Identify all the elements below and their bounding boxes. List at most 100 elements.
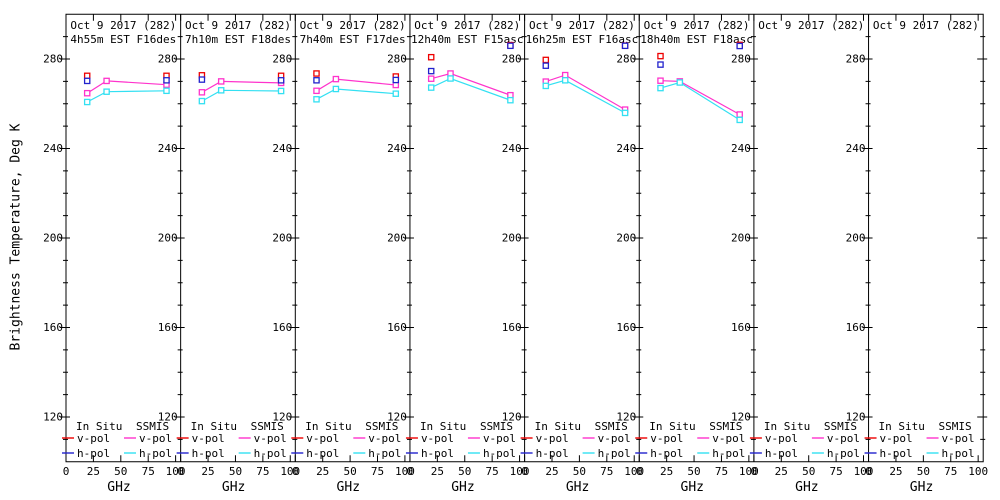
series-in-situ-h-pol	[198, 76, 285, 84]
series-line	[545, 74, 626, 111]
x-tick-label: 75	[944, 465, 957, 478]
legend-header-ssmis: SSMIS	[480, 420, 513, 433]
legend-label-insitu-vpol: v-pol	[77, 432, 110, 445]
x-tick-label: 100	[510, 465, 530, 478]
panel-4: 280 240 200 160 120 0 25 50 75 100 GHz Oct 9 2017 (…	[387, 14, 529, 495]
y-tick-label: 240	[272, 142, 292, 155]
data-point-marker	[427, 84, 435, 91]
panel-subtitle: 18h40m EST F18asc	[640, 33, 753, 46]
series-line	[660, 80, 740, 116]
x-tick-label: 100	[968, 465, 988, 478]
legend-label-ssmis-hpol: h-pol	[254, 447, 287, 460]
x-tick-label: 100	[166, 465, 186, 478]
y-tick-label: 120	[846, 411, 866, 424]
legend-label-insitu-hpol: h-pol	[765, 447, 798, 460]
legend-header-in-situ: In Situ	[649, 420, 695, 433]
x-tick-label: 25	[889, 465, 902, 478]
legend-header-ssmis: SSMIS	[136, 420, 169, 433]
y-tick-label: 280	[43, 53, 63, 66]
x-tick-label: 0	[63, 465, 70, 478]
y-tick-label: 120	[387, 411, 407, 424]
legend-label-ssmis-vpol: v-pol	[254, 432, 287, 445]
legend-label-ssmis-vpol: v-pol	[598, 432, 631, 445]
legend-label-insitu-vpol: v-pol	[650, 432, 683, 445]
x-axis-title: GHz	[910, 480, 933, 495]
x-tick-label: 75	[371, 465, 384, 478]
series-in-situ-h-pol	[427, 42, 514, 75]
legend-label-insitu-vpol: v-pol	[536, 432, 569, 445]
legend-label-insitu-vpol: v-pol	[880, 432, 913, 445]
y-tick-label: 160	[616, 321, 636, 334]
x-tick-label: 0	[865, 465, 872, 478]
x-tick-label: 25	[201, 465, 214, 478]
legend-label-ssmis-vpol: v-pol	[942, 432, 975, 445]
legend-label-insitu-hpol: h-pol	[192, 447, 225, 460]
x-tick-label: 100	[280, 465, 300, 478]
legend-label-ssmis-hpol: h-pol	[827, 447, 860, 460]
legend-label-insitu-vpol: v-pol	[306, 432, 339, 445]
data-point-marker	[198, 97, 206, 105]
legend-label-insitu-hpol: h-pol	[536, 447, 569, 460]
x-tick-label: 75	[486, 465, 499, 478]
x-tick-label: 100	[739, 465, 759, 478]
panel-title: Oct 9 2017 (282)	[529, 19, 635, 32]
legend-label-ssmis-hpol: h-pol	[598, 447, 631, 460]
panel-subtitle: 7h40m EST F17des	[300, 33, 406, 46]
series-ssmis-v-pol	[198, 78, 285, 96]
data-point-marker	[332, 75, 340, 83]
y-tick-label: 160	[272, 321, 292, 334]
panel-subtitle: 16h25m EST F16asc	[526, 33, 639, 46]
legend-label-ssmis-vpol: v-pol	[712, 432, 745, 445]
y-tick-label: 200	[272, 232, 292, 245]
panel-title: Oct 9 2017 (282)	[644, 19, 750, 32]
data-point-marker	[736, 42, 743, 50]
data-point-marker	[657, 52, 664, 60]
series-ssmis-h-pol	[657, 79, 743, 124]
panel-subtitle: 12h40m EST F15asc	[411, 33, 524, 46]
x-axis-title: GHz	[681, 480, 704, 495]
y-tick-label: 120	[502, 411, 522, 424]
panel-8: 280 240 200 160 120 0 25 50 75 100 GHz Oct 9 2017 (…	[846, 14, 988, 495]
y-tick-label: 120	[616, 411, 636, 424]
data-point-marker	[392, 76, 400, 84]
y-tick-label: 200	[502, 232, 522, 245]
x-tick-label: 25	[545, 465, 558, 478]
y-tick-label: 200	[387, 232, 407, 245]
series-line	[86, 90, 167, 103]
legend-header-in-situ: In Situ	[420, 420, 466, 433]
panel-subtitle: 7h10m EST F18des	[185, 33, 291, 46]
data-point-marker	[83, 89, 91, 97]
data-point-marker	[83, 72, 91, 80]
series-in-situ-v-pol	[313, 70, 400, 80]
series-ssmis-h-pol	[198, 87, 285, 105]
data-point-marker	[217, 87, 225, 94]
series-in-situ-v-pol	[83, 72, 170, 80]
data-point-marker	[657, 84, 664, 92]
data-point-marker	[621, 109, 629, 117]
data-point-marker	[392, 90, 400, 97]
y-tick-label: 200	[616, 232, 636, 245]
data-point-marker	[332, 85, 340, 93]
panel-3: 280 240 200 160 120 0 25 50 75 100 GHz Oct 9 2017 (…	[272, 14, 415, 495]
panel-7: 280 240 200 160 120 0 25 50 75 100 GHz Oct 9 2017 (…	[731, 14, 873, 495]
y-tick-label: 280	[158, 53, 178, 66]
y-tick-label: 240	[43, 142, 63, 155]
x-axis-title: GHz	[795, 480, 818, 495]
data-point-marker	[163, 77, 170, 84]
series-line	[201, 89, 282, 102]
data-point-marker	[736, 111, 743, 118]
series-line	[660, 81, 741, 121]
legend-label-ssmis-vpol: v-pol	[483, 432, 516, 445]
x-axis-title: GHz	[566, 480, 589, 495]
x-tick-label: 0	[751, 465, 758, 478]
x-axis-title: GHz	[107, 480, 130, 495]
x-tick-label: 25	[431, 465, 444, 478]
data-point-marker	[103, 77, 110, 85]
legend-header-ssmis: SSMIS	[595, 420, 628, 433]
series-ssmis-h-pol	[313, 85, 400, 103]
series-in-situ-h-pol	[83, 77, 170, 85]
